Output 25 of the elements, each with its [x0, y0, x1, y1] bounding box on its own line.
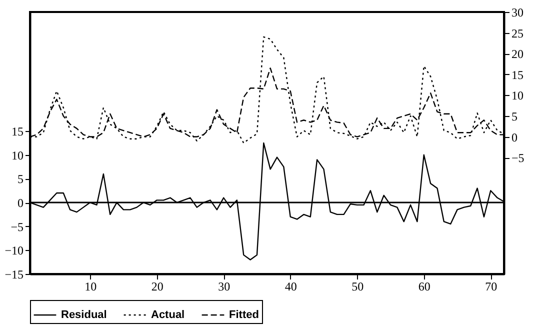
y-tick-label: −10: [4, 244, 24, 258]
y-tick-label: −15: [4, 268, 24, 282]
y-tick-label: 5: [18, 172, 24, 186]
x-tick-label: 40: [284, 280, 297, 294]
y2-tick-label: 15: [512, 68, 524, 82]
x-tick-label: 10: [84, 280, 97, 294]
x-tick-label: 30: [218, 280, 230, 294]
y-tick-label: 10: [12, 148, 24, 162]
y-tick-label: −5: [10, 220, 24, 234]
y2-tick-label: 10: [512, 88, 524, 103]
y-tick-label: 0: [18, 196, 24, 210]
x-tick-label: 50: [352, 280, 364, 294]
y2-tick-label: 25: [512, 26, 524, 40]
x-tick-label: 20: [151, 280, 164, 294]
y2-tick-label: 0: [512, 130, 518, 144]
y2-tick-label: 30: [512, 6, 524, 20]
x-tick-label: 70: [485, 280, 498, 294]
y2-tick-label: 20: [512, 47, 524, 62]
y-tick-label: 15: [12, 124, 24, 139]
y2-tick-label: −5: [512, 151, 524, 166]
y2-tick-label: 5: [512, 109, 518, 124]
legend-label: Actual: [151, 309, 185, 321]
x-tick-label: 60: [418, 280, 430, 294]
legend-label: Residual: [61, 309, 107, 321]
legend-label: Fitted: [229, 309, 259, 321]
